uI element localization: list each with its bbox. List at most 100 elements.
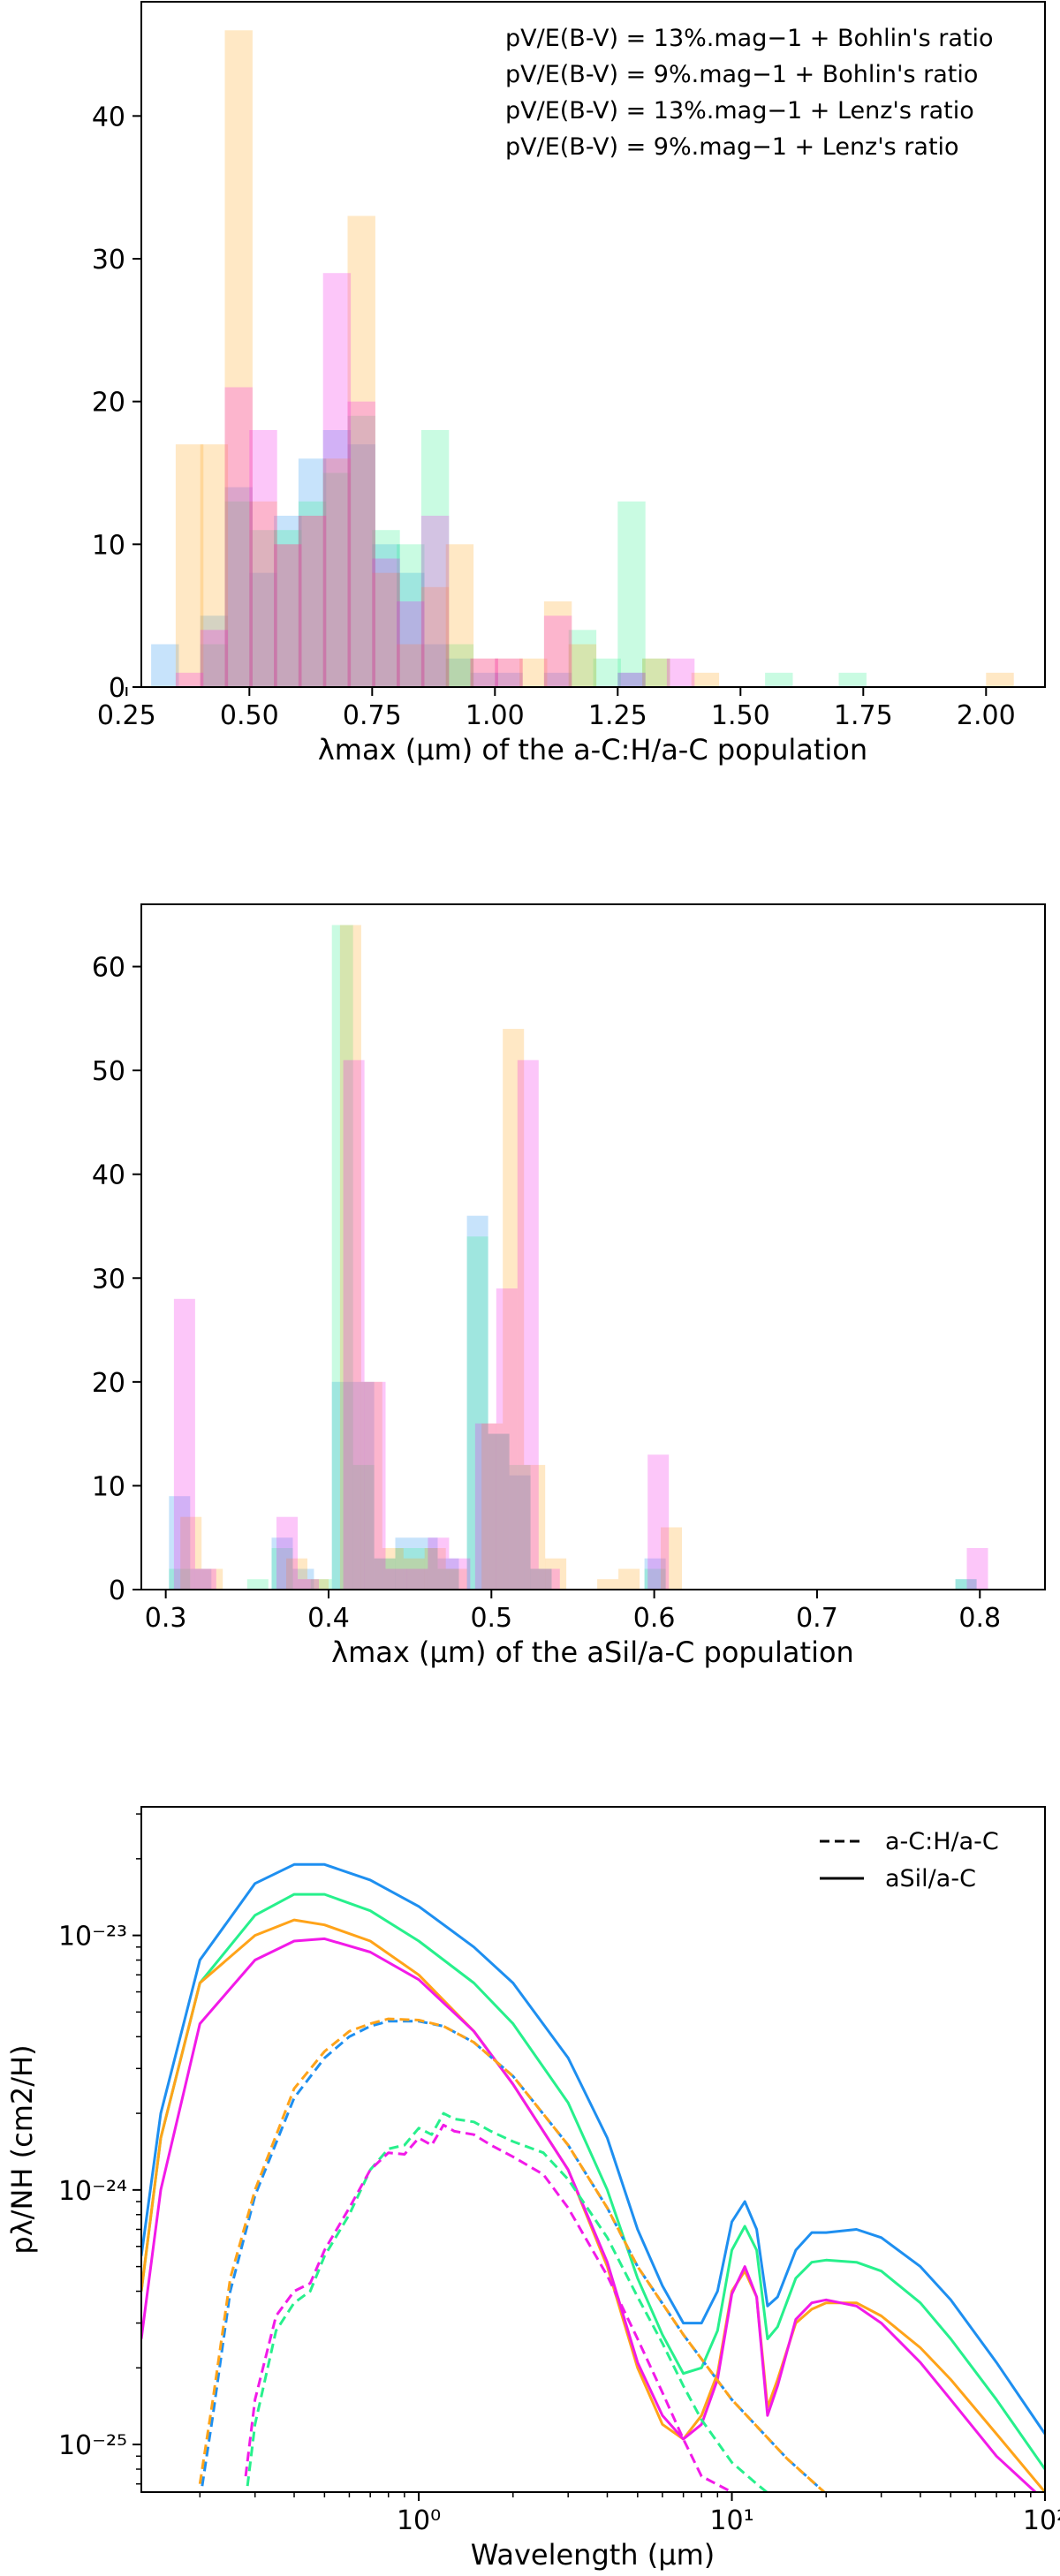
asil-bar-blue-5 — [352, 1381, 375, 1590]
acha-xtick-label-5: 1.50 — [711, 700, 770, 731]
legend-solid-label: aSil/a-C — [885, 1865, 976, 1892]
polarization-spectra-legend: a-C:H/a-C aSil/a-C — [820, 1828, 999, 1892]
acha-ytick-label-1: 10 — [92, 530, 125, 561]
spectrum-acha-orange — [198, 2017, 827, 2492]
acha-bar-blue-1 — [200, 616, 229, 687]
acha-bar-magenta-10 — [420, 516, 450, 687]
spectra-ytick-label-0: 10⁻²⁵ — [58, 2430, 127, 2461]
asil-bar-orange-0 — [180, 1516, 202, 1590]
acha-bar-blue-6 — [322, 430, 352, 687]
acha-bar-blue-4 — [274, 516, 302, 687]
asil-bar-green-2 — [271, 1548, 293, 1590]
acha-bar-blue-13 — [495, 672, 523, 687]
acha-bar-orange-8 — [372, 572, 400, 687]
acha-bar-green-3 — [274, 530, 302, 687]
acha-bar-green-4 — [298, 501, 327, 687]
spectrum-asil-green — [141, 1892, 1045, 2470]
asil-bar-magenta-4 — [343, 1060, 365, 1590]
asil-bar-magenta-11 — [496, 1288, 518, 1590]
asil-bar-orange-6 — [382, 1548, 404, 1590]
asil-ytick-label-0: 0 — [109, 1575, 125, 1606]
acha-bar-blue-12 — [470, 672, 498, 687]
acha-bar-blue-7 — [347, 444, 375, 687]
legend-item-magenta: pV/E(B-V) = 9%.mag−1 + Lenz's ratio — [505, 133, 959, 161]
acha-bar-orange-15 — [543, 601, 572, 687]
asil-bar-magenta-6 — [385, 1568, 407, 1590]
asil-bar-magenta-0 — [173, 1298, 195, 1590]
asil-bar-blue-13 — [530, 1568, 552, 1590]
acha-bar-magenta-11 — [470, 658, 498, 687]
asil-bar-orange-14 — [597, 1579, 619, 1590]
histogram-asil-panel: 0.3 0.4 0.5 0.6 0.7 0.8 0 10 20 30 40 50 60 λmax (μm… — [92, 903, 1046, 1669]
asil-bar-green-5 — [352, 1464, 375, 1590]
asil-bar-green-9 — [437, 1568, 459, 1590]
spectra-xtick-label-0: 10⁰ — [397, 2505, 441, 2536]
acha-xtick-label-6: 1.75 — [834, 700, 893, 731]
asil-bar-magenta-14 — [647, 1454, 670, 1590]
acha-bar-magenta-6 — [322, 273, 352, 687]
acha-xtick-label-0: 0.25 — [97, 700, 156, 731]
legend-item-orange: pV/E(B-V) = 13%.mag−1 + Lenz's ratio — [505, 97, 974, 125]
asil-xtick-label-5: 0.8 — [958, 1603, 1001, 1634]
legend-dashed-label: a-C:H/a-C — [885, 1828, 999, 1855]
acha-bar-magenta-4 — [274, 544, 302, 687]
spectra-xtick-label-2: 10² — [1023, 2505, 1060, 2536]
acha-bar-orange-11 — [445, 544, 474, 687]
acha-bar-magenta-12 — [495, 658, 523, 687]
acha-bar-green-16 — [838, 672, 867, 687]
asil-bar-green-10 — [466, 1236, 488, 1590]
acha-bar-green-2 — [249, 530, 277, 687]
acha-bar-green-7 — [372, 530, 400, 687]
asil-bar-blue-9 — [437, 1558, 459, 1590]
acha-bar-magenta-14 — [617, 672, 646, 687]
asil-bar-orange-7 — [403, 1558, 425, 1590]
spectrum-acha-magenta — [244, 2123, 736, 2492]
acha-xtick-label-3: 1.00 — [466, 700, 525, 731]
acha-bar-green-13 — [617, 501, 646, 687]
asil-bar-magenta-15 — [966, 1548, 988, 1590]
asil-bar-green-8 — [416, 1548, 438, 1590]
asil-bar-blue-6 — [374, 1558, 396, 1590]
acha-bar-blue-9 — [397, 572, 425, 687]
acha-ytick-label-3: 30 — [92, 245, 125, 276]
acha-bar-orange-13 — [495, 658, 523, 687]
asil-bar-green-1 — [246, 1579, 269, 1590]
asil-xtick-label-0: 0.3 — [145, 1603, 187, 1634]
histogram-acha-frame — [140, 1, 1046, 688]
histogram-asil-xlabel: λmax (μm) of the aSil/a-C population — [331, 1635, 854, 1669]
acha-bar-magenta-7 — [347, 401, 375, 687]
acha-ytick-label-2: 20 — [92, 388, 125, 419]
acha-bar-orange-7 — [347, 215, 375, 687]
asil-bar-orange-5 — [360, 1381, 382, 1590]
acha-bar-magenta-8 — [372, 558, 400, 687]
histogram-acha-xlabel: λmax (μm) of the a-C:H/a-C population — [318, 733, 867, 767]
polarization-spectra-ylabel: pλ/NH (cm2/H) — [5, 2044, 39, 2254]
asil-bar-green-11 — [488, 1433, 510, 1590]
spectrum-acha-green — [245, 2111, 769, 2492]
acha-bar-orange-16 — [568, 644, 597, 687]
spectrum-asil-blue — [141, 1862, 1045, 2435]
polarization-spectra-lines — [141, 1862, 1045, 2492]
polarization-spectra-axes: 10⁰ 10¹ 10² 10⁻²⁵ 10⁻²⁴ 10⁻²³ — [58, 1813, 1060, 2536]
histogram-acha-bars — [151, 30, 1014, 688]
asil-bar-magenta-2 — [276, 1516, 298, 1590]
asil-bar-magenta-9 — [449, 1558, 471, 1590]
asil-ytick-label-3: 30 — [92, 1264, 125, 1295]
acha-bar-green-1 — [224, 501, 253, 687]
asil-bar-green-4 — [331, 925, 353, 1590]
asil-bar-blue-7 — [395, 1537, 417, 1590]
acha-bar-magenta-2 — [224, 387, 253, 687]
asil-bar-green-3 — [310, 1579, 332, 1590]
polarization-spectra-xlabel: Wavelength (μm) — [471, 2538, 716, 2572]
asil-ytick-label-1: 10 — [92, 1471, 125, 1502]
asil-bar-green-6 — [374, 1558, 396, 1590]
acha-bar-green-5 — [322, 472, 352, 687]
asil-bar-magenta-13 — [538, 1568, 560, 1590]
acha-bar-blue-5 — [298, 458, 327, 687]
asil-bar-green-0 — [169, 1568, 191, 1590]
asil-ytick-label-2: 20 — [92, 1368, 125, 1399]
acha-bar-blue-2 — [224, 487, 253, 687]
asil-bar-magenta-3 — [298, 1579, 319, 1590]
asil-xtick-label-4: 0.7 — [796, 1603, 838, 1634]
acha-bar-green-11 — [568, 630, 597, 687]
